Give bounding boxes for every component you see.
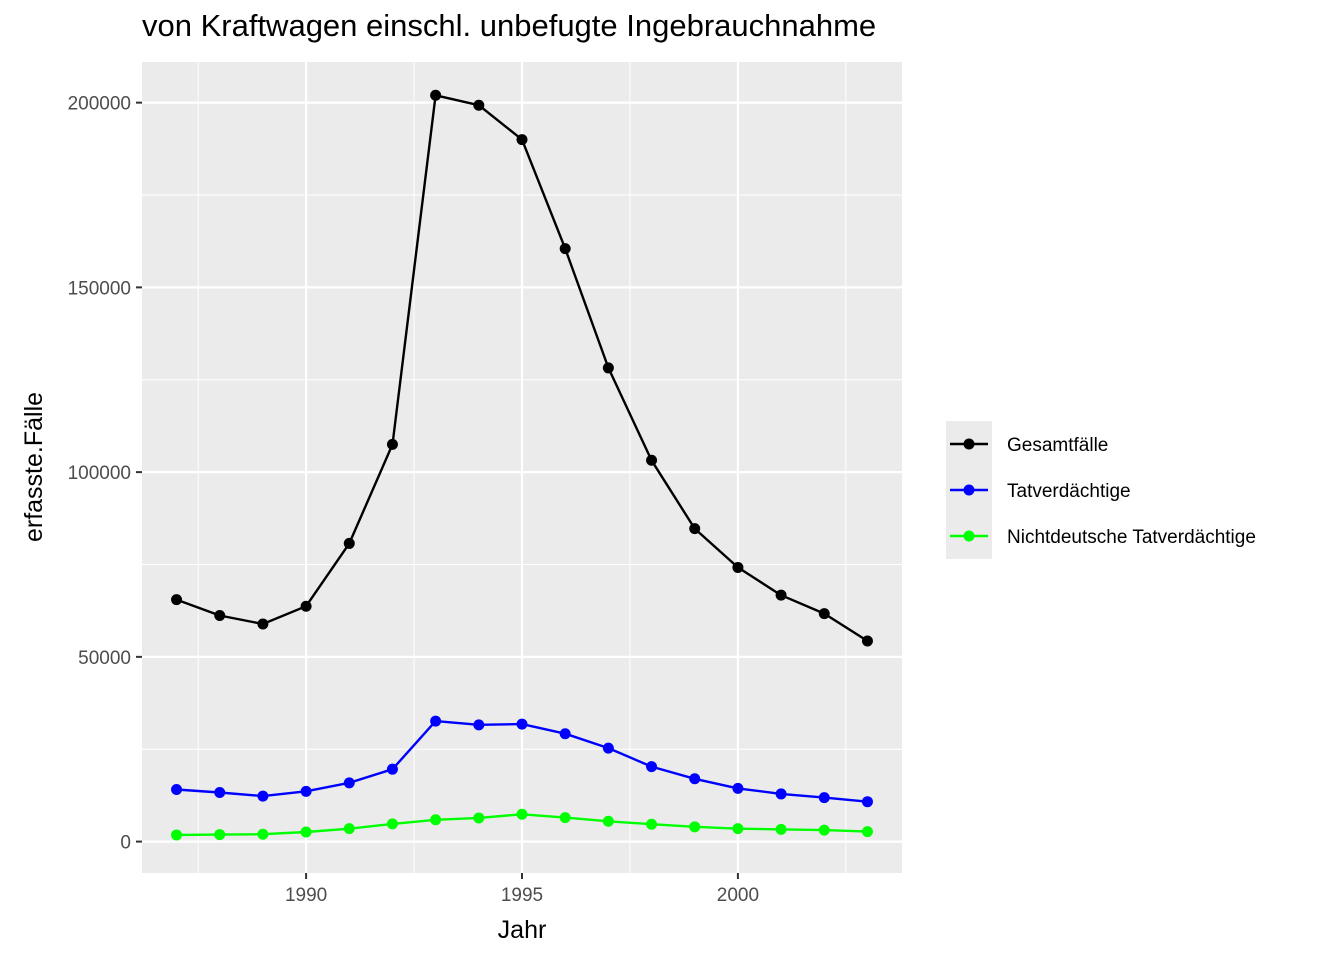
data-point-tatverdachtige bbox=[559, 728, 571, 740]
data-point-nichtdeutsche-tatverdachtige bbox=[861, 826, 873, 838]
y-tick-label: 0 bbox=[120, 833, 131, 854]
data-point-nichtdeutsche-tatverdachtige bbox=[473, 812, 485, 824]
data-point-tatverdachtige bbox=[257, 790, 269, 802]
data-point-nichtdeutsche-tatverdachtige bbox=[602, 815, 614, 827]
data-point-tatverdachtige bbox=[646, 761, 658, 773]
x-tick-label: 2000 bbox=[717, 885, 759, 906]
data-point-gesamtfalle bbox=[300, 600, 312, 612]
major-gridlines bbox=[142, 62, 902, 873]
legend-key-point-tatverdachtige bbox=[963, 484, 975, 496]
data-point-gesamtfalle bbox=[214, 609, 226, 621]
data-point-nichtdeutsche-tatverdachtige bbox=[559, 812, 571, 824]
data-point-gesamtfalle bbox=[343, 537, 355, 549]
data-point-nichtdeutsche-tatverdachtige bbox=[775, 823, 787, 835]
data-point-gesamtfalle bbox=[473, 99, 485, 111]
data-point-nichtdeutsche-tatverdachtige bbox=[300, 826, 312, 838]
data-point-tatverdachtige bbox=[732, 782, 744, 794]
data-point-tatverdachtige bbox=[818, 792, 830, 804]
data-point-tatverdachtige bbox=[861, 796, 873, 808]
legend-label-gesamtfaelle: Gesamtfälle bbox=[1007, 435, 1108, 456]
data-point-gesamtfalle bbox=[689, 523, 701, 535]
x-axis-title: Jahr bbox=[498, 916, 547, 944]
data-point-tatverdachtige bbox=[430, 715, 442, 727]
y-tick-label: 100000 bbox=[68, 463, 131, 484]
data-point-tatverdachtige bbox=[516, 718, 528, 730]
legend-label-tatverdaechtige: Tatverdächtige bbox=[1007, 481, 1131, 502]
data-point-nichtdeutsche-tatverdachtige bbox=[430, 814, 442, 826]
data-point-nichtdeutsche-tatverdachtige bbox=[214, 829, 226, 841]
data-point-gesamtfalle bbox=[818, 608, 830, 620]
data-point-tatverdachtige bbox=[300, 785, 312, 797]
data-point-gesamtfalle bbox=[386, 438, 398, 450]
legend-label-nichtdeutsche: Nichtdeutsche Tatverdächtige bbox=[1007, 527, 1256, 548]
data-point-tatverdachtige bbox=[214, 786, 226, 798]
data-point-gesamtfalle bbox=[257, 618, 269, 630]
data-point-tatverdachtige bbox=[473, 719, 485, 731]
x-tick-label: 1990 bbox=[285, 885, 327, 906]
data-point-nichtdeutsche-tatverdachtige bbox=[343, 823, 355, 835]
data-point-gesamtfalle bbox=[646, 454, 658, 466]
data-point-tatverdachtige bbox=[343, 777, 355, 789]
y-tick-label: 200000 bbox=[68, 94, 131, 115]
data-point-nichtdeutsche-tatverdachtige bbox=[689, 821, 701, 833]
data-point-nichtdeutsche-tatverdachtige bbox=[257, 828, 269, 840]
data-point-gesamtfalle bbox=[775, 589, 787, 601]
series-points bbox=[171, 89, 873, 841]
y-tick-label: 150000 bbox=[68, 278, 131, 299]
legend-key-point-nichtdeutsche-tatverdachtige bbox=[963, 530, 975, 542]
data-point-gesamtfalle bbox=[171, 594, 183, 606]
data-point-gesamtfalle bbox=[430, 89, 442, 101]
data-point-tatverdachtige bbox=[689, 773, 701, 785]
x-tick-label: 1995 bbox=[501, 885, 543, 906]
data-point-nichtdeutsche-tatverdachtige bbox=[171, 829, 183, 841]
legend: Gesamtfälle Tatverdächtige Nichtdeutsche… bbox=[946, 421, 1256, 559]
data-point-tatverdachtige bbox=[171, 783, 183, 795]
y-axis: 0 50000 100000 150000 200000 bbox=[68, 94, 142, 854]
chart-title: von Kraftwagen einschl. unbefugte Ingebr… bbox=[142, 8, 877, 43]
data-point-nichtdeutsche-tatverdachtige bbox=[516, 808, 528, 820]
y-axis-title: erfasste.Fälle bbox=[20, 392, 48, 542]
data-point-tatverdachtige bbox=[386, 763, 398, 775]
data-point-nichtdeutsche-tatverdachtige bbox=[386, 818, 398, 830]
y-tick-label: 50000 bbox=[78, 648, 131, 669]
legend-key-point-gesamtfalle bbox=[963, 438, 975, 450]
data-point-gesamtfalle bbox=[861, 635, 873, 647]
data-point-nichtdeutsche-tatverdachtige bbox=[732, 823, 744, 835]
data-point-gesamtfalle bbox=[559, 243, 571, 255]
x-axis: 1990 1995 2000 bbox=[285, 873, 759, 906]
data-point-tatverdachtige bbox=[602, 742, 614, 754]
data-point-nichtdeutsche-tatverdachtige bbox=[818, 824, 830, 836]
data-point-gesamtfalle bbox=[602, 362, 614, 374]
data-point-gesamtfalle bbox=[516, 134, 528, 146]
data-point-gesamtfalle bbox=[732, 561, 744, 573]
data-point-nichtdeutsche-tatverdachtige bbox=[646, 818, 658, 830]
data-point-tatverdachtige bbox=[775, 788, 787, 800]
